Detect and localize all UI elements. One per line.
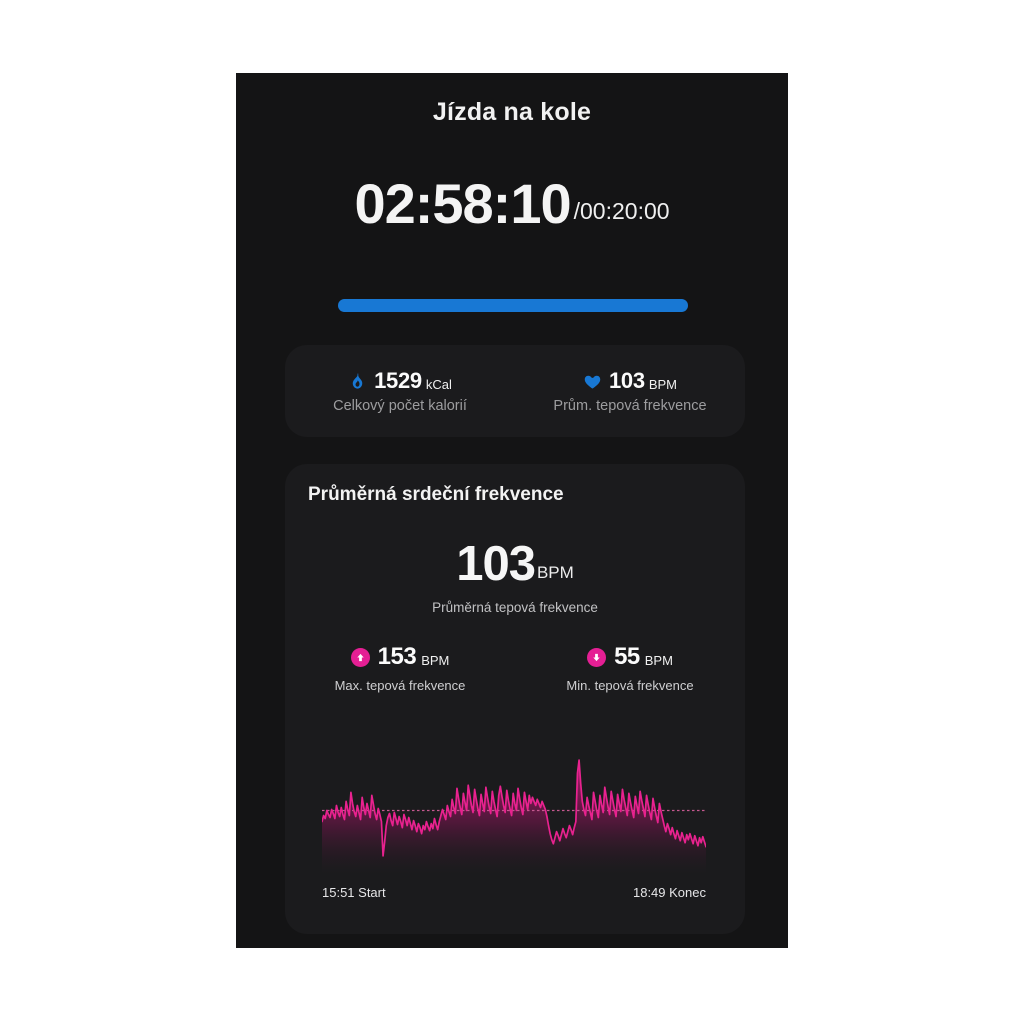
heart-rate-min-value-line: 55 BPM — [587, 643, 673, 671]
heart-rate-card: Průměrná srdeční frekvence 103 BPM Průměr… — [285, 464, 745, 934]
goal-progress-bar — [338, 299, 688, 312]
heart-icon — [583, 372, 602, 391]
heart-rate-max-label: Max. tepová frekvence — [334, 678, 466, 693]
heart-rate-average-value: 103 — [456, 537, 536, 591]
heart-rate-min[interactable]: 55 BPM Min. tepová frekvence — [515, 643, 745, 693]
stat-avg-heart-rate-label: Prům. tepová frekvence — [553, 398, 707, 414]
timer-goal-value: /00:20:00 — [573, 198, 670, 224]
heart-rate-chart[interactable] — [322, 753, 706, 874]
heart-rate-chart-svg — [322, 759, 706, 874]
page-title: Jízda na kole — [432, 98, 592, 126]
heart-rate-max-unit: BPM — [421, 652, 450, 668]
stat-calories-value: 1529 — [374, 368, 422, 393]
heart-rate-max-value-line: 153 BPM — [350, 643, 450, 671]
heart-rate-average-label: Průměrná tepová frekvence — [432, 600, 598, 615]
stat-avg-heart-rate-value: 103 — [609, 368, 645, 393]
goal-progress-fill — [338, 299, 688, 312]
stat-calories-value-line: 1529 kCal — [348, 368, 452, 394]
heart-rate-max-value: 153 — [377, 643, 417, 670]
arrow-up-circle-icon — [350, 647, 370, 667]
heart-rate-average-value-line: 103 BPM — [285, 540, 745, 589]
heart-rate-minmax-row: 153 BPM Max. tepová frekvence 55 BPM — [285, 643, 745, 693]
timer-elapsed-value: 02:58:10 — [354, 172, 571, 235]
chart-end-label: 18:49 Konec — [632, 885, 706, 900]
heart-rate-min-label: Min. tepová frekvence — [566, 678, 694, 693]
stat-calories[interactable]: 1529 kCal Celkový počet kalorií — [285, 345, 515, 437]
heart-rate-average-block: 103 BPM Průměrná tepová frekvence — [285, 540, 745, 616]
heart-rate-max[interactable]: 153 BPM Max. tepová frekvence — [285, 643, 515, 693]
workout-summary-panel: Jízda na kole 02:58:10/00:20:00 — [236, 73, 788, 948]
timer-display: 02:58:10/00:20:00 — [236, 176, 788, 232]
summary-stats-card: 1529 kCal Celkový počet kalorií 103 BPM — [285, 345, 745, 437]
heart-rate-chart-axis: 15:51 Start 18:49 Konec — [322, 885, 706, 900]
heart-rate-section-title: Průměrná srdeční frekvence — [308, 484, 564, 505]
heart-rate-min-value: 55 — [614, 643, 640, 670]
stat-avg-heart-rate[interactable]: 103 BPM Prům. tepová frekvence — [515, 345, 745, 437]
arrow-down-circle-icon — [587, 647, 607, 667]
flame-icon — [348, 372, 367, 391]
heart-rate-min-unit: BPM — [644, 652, 673, 668]
heart-rate-average-unit: BPM — [536, 563, 574, 582]
stat-calories-unit: kCal — [425, 376, 452, 392]
stat-calories-label: Celkový počet kalorií — [333, 398, 467, 414]
chart-start-label: 15:51 Start — [322, 885, 386, 900]
summary-stats-row: 1529 kCal Celkový počet kalorií 103 BPM — [285, 345, 745, 437]
stat-avg-heart-rate-unit: BPM — [648, 376, 677, 392]
stat-avg-heart-rate-value-line: 103 BPM — [583, 368, 677, 394]
